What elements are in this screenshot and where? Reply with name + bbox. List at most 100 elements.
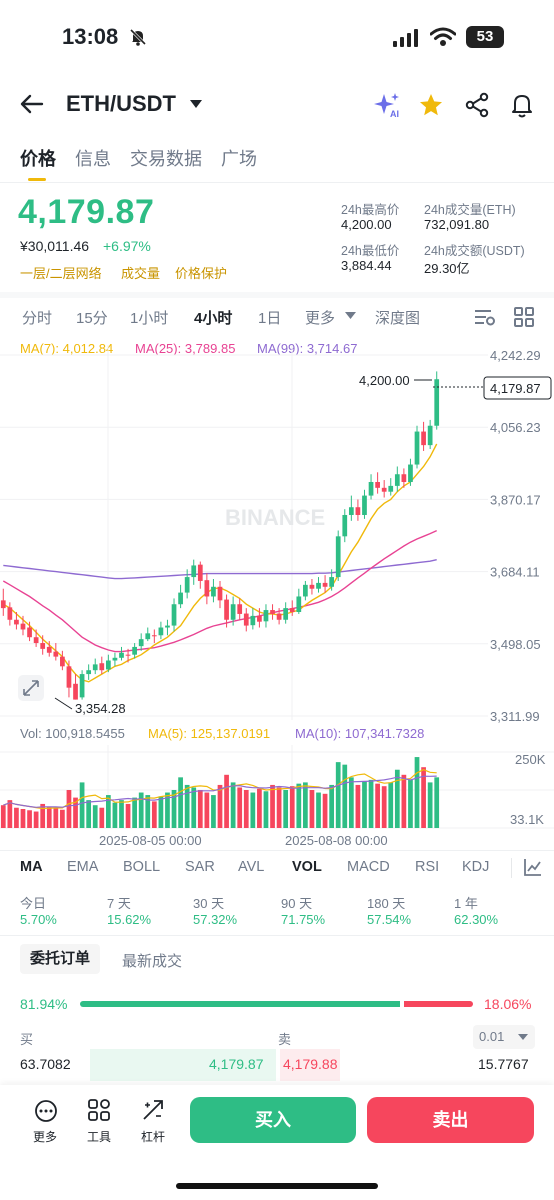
ma7-label: MA(7): 4,012.84 — [20, 341, 114, 356]
ind-rsi[interactable]: RSI — [415, 859, 440, 875]
caret-down-icon[interactable] — [189, 99, 203, 109]
ask-price[interactable]: 4,179.88 — [283, 1056, 338, 1072]
ai-sparkle-icon[interactable]: AI — [372, 92, 402, 120]
ind-separator — [511, 858, 512, 878]
price-axis-label: 3,498.05 — [490, 637, 541, 652]
star-favorite-icon[interactable] — [418, 92, 444, 118]
tabs-divider — [0, 182, 554, 183]
current-price-tag — [483, 376, 552, 400]
volume-bar — [66, 790, 72, 828]
back-arrow-icon[interactable] — [20, 94, 44, 114]
candle-body — [296, 596, 302, 612]
clock: 13:08 — [62, 24, 119, 49]
candle-body — [263, 610, 269, 622]
ind-avl[interactable]: AVL — [238, 859, 265, 875]
candle-body — [362, 495, 367, 515]
bell-off-icon — [129, 28, 147, 46]
interval-more[interactable]: 更多 — [305, 310, 336, 327]
chart-settings-icon[interactable] — [474, 307, 496, 327]
volume-bar — [342, 764, 348, 828]
tab-info[interactable]: 信息 — [75, 149, 111, 169]
candle-body — [86, 670, 92, 675]
candle-body — [381, 487, 387, 492]
interval-1h[interactable]: 1小时 — [130, 310, 169, 327]
sell-button[interactable]: 卖出 — [367, 1097, 534, 1143]
volume-bar — [250, 792, 256, 828]
interval-1d[interactable]: 1日 — [258, 310, 282, 327]
battery-indicator: 53 — [466, 26, 504, 48]
volume-bar — [309, 790, 315, 828]
ind-ema[interactable]: EMA — [67, 859, 99, 875]
tag-layer[interactable]: 一层/二层网络 — [20, 266, 102, 281]
volume-bar — [421, 767, 426, 828]
ind-macd[interactable]: MACD — [347, 859, 390, 875]
nav-more-label[interactable]: 更多 — [33, 1130, 58, 1144]
vol-ma5-label: MA(5): 125,137.0191 — [148, 726, 271, 741]
volume-chart: 250K 33.1K 2025-08-05 00:00 2025-08-08 0… — [0, 745, 554, 848]
indicator-chart-icon[interactable] — [523, 857, 543, 877]
ask-depth-bar — [280, 1049, 340, 1081]
candlestick-chart[interactable]: BINANCE 4,242.29 4,056.23 3,870.17 3,684.11… — [0, 335, 554, 725]
tab-order-book[interactable]: 委托订单 — [20, 944, 100, 974]
layout-grid-icon[interactable] — [514, 307, 534, 327]
ind-vol[interactable]: VOL — [292, 859, 322, 875]
interval-15m[interactable]: 15分 — [76, 310, 108, 327]
buy-button[interactable]: 买入 — [190, 1097, 356, 1143]
volume-bar — [335, 762, 341, 828]
ind-sar[interactable]: SAR — [185, 859, 215, 875]
tab-square[interactable]: 广场 — [221, 149, 257, 169]
ind-boll[interactable]: BOLL — [123, 859, 161, 875]
buy-column-label: 买 — [20, 1032, 34, 1047]
more-caret-icon[interactable] — [345, 312, 356, 320]
interval-timeline[interactable]: 分时 — [22, 310, 53, 327]
section-spacer — [0, 292, 554, 298]
volume-bar — [296, 783, 302, 828]
expand-icon[interactable] — [18, 675, 44, 701]
candle-body — [92, 664, 98, 671]
interval-4h[interactable]: 4小时 — [194, 310, 233, 327]
volume-bar — [381, 786, 387, 828]
candle-body — [191, 565, 197, 578]
ask-qty[interactable]: 15.7767 — [478, 1056, 529, 1072]
candle-body — [230, 604, 236, 620]
tab-price[interactable]: 价格 — [20, 149, 56, 169]
tag-volume[interactable]: 成交量 — [121, 266, 161, 281]
bell-icon[interactable] — [509, 91, 535, 119]
bid-price[interactable]: 4,179.87 — [209, 1056, 264, 1072]
volume-bar — [184, 784, 190, 828]
candle-body — [145, 633, 151, 640]
price-axis-label: 4,056.23 — [490, 420, 541, 435]
more-dots-icon[interactable] — [34, 1099, 58, 1123]
interval-depth[interactable]: 深度图 — [375, 310, 421, 327]
bid-qty[interactable]: 63.7082 — [20, 1056, 71, 1072]
perf-value-1y: 62.30% — [454, 912, 499, 927]
nav-tools-label[interactable]: 工具 — [87, 1130, 112, 1144]
ind-ma[interactable]: MA — [20, 859, 43, 875]
volume-bar — [46, 806, 52, 828]
volume-bar — [125, 803, 131, 828]
precision-select[interactable]: 0.01 — [473, 1025, 535, 1049]
home-indicator — [176, 1183, 378, 1189]
perf-label-7d: 7 天 — [107, 896, 131, 911]
leverage-icon[interactable] — [142, 1099, 164, 1121]
volume-bar — [40, 803, 46, 828]
low-marker-line — [54, 697, 73, 710]
tag-price-protection[interactable]: 价格保护 — [175, 266, 228, 281]
ma25-line — [2, 529, 437, 653]
volume-bar — [237, 787, 243, 828]
candle-body — [401, 474, 407, 483]
candle-body — [414, 431, 420, 465]
candle-body — [184, 577, 190, 593]
ind-kdj[interactable]: KDJ — [462, 859, 490, 875]
pair-title[interactable]: ETH/USDT — [66, 91, 176, 116]
volume-bar — [394, 769, 400, 828]
nav-leverage-label[interactable]: 杠杆 — [141, 1130, 166, 1144]
tab-trading-data[interactable]: 交易数据 — [130, 149, 202, 169]
volume-bar — [224, 774, 229, 828]
tab-latest-trades[interactable]: 最新成交 — [122, 953, 183, 970]
candle-body — [73, 683, 78, 700]
tools-grid-icon[interactable] — [88, 1099, 110, 1121]
vol-axis-min: 33.1K — [510, 812, 544, 827]
candle-body — [322, 582, 328, 587]
share-icon[interactable] — [464, 92, 490, 118]
